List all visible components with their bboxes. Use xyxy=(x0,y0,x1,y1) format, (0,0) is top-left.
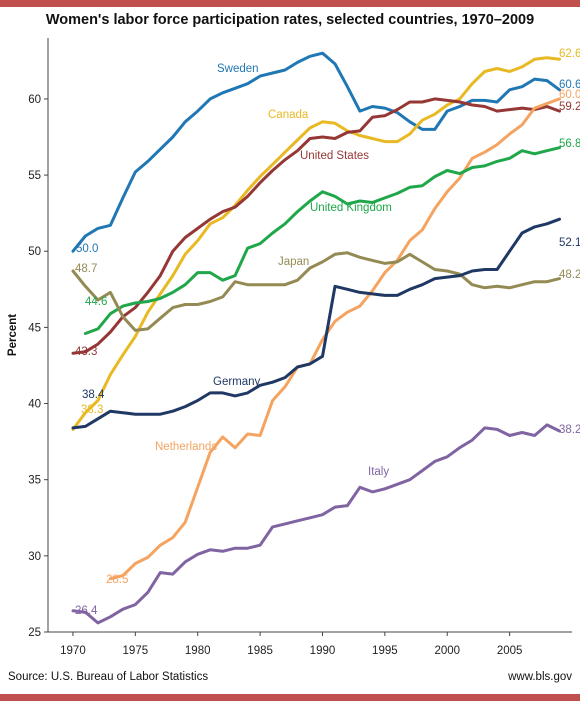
x-tick-label: 1980 xyxy=(185,645,211,657)
series-label-united-kingdom: United Kingdom xyxy=(310,202,392,214)
start-value-sweden: 50.0 xyxy=(76,243,98,255)
start-value-japan: 48.7 xyxy=(75,263,97,275)
series-label-italy: Italy xyxy=(368,466,389,478)
y-tick-label: 60 xyxy=(28,94,41,106)
end-value-sweden: 60.6 xyxy=(559,79,580,91)
series-label-japan: Japan xyxy=(278,256,309,268)
y-tick-label: 35 xyxy=(28,475,41,487)
start-value-united-states: 43.3 xyxy=(75,346,97,358)
y-tick-label: 30 xyxy=(28,551,41,563)
series-line-united-states xyxy=(71,97,561,355)
x-tick-label: 1985 xyxy=(247,645,273,657)
x-tick-label: 1970 xyxy=(60,645,86,657)
y-tick-label: 40 xyxy=(28,399,41,411)
y-axis-label: Percent xyxy=(7,314,19,356)
start-value-united-kingdom: 44.6 xyxy=(85,296,107,308)
y-tick-label: 55 xyxy=(28,170,41,182)
series-line-italy xyxy=(71,423,561,625)
series-line-germany xyxy=(71,217,561,430)
series-line-netherlands xyxy=(108,97,561,581)
end-value-italy: 38.2 xyxy=(559,424,580,436)
series-label-germany: Germany xyxy=(213,376,261,388)
end-value-netherlands: 60.0 xyxy=(559,89,580,101)
x-tick-label: 2000 xyxy=(434,645,460,657)
series-label-united-states: United States xyxy=(300,150,369,162)
end-value-canada: 62.6 xyxy=(559,48,580,60)
top-accent-band xyxy=(0,0,580,7)
y-tick-label: 45 xyxy=(28,322,41,334)
end-value-japan: 48.2 xyxy=(559,269,580,281)
series-line-sweden xyxy=(71,51,561,253)
series-line-united-kingdom xyxy=(83,146,561,335)
x-tick-label: 1975 xyxy=(123,645,149,657)
y-tick-label: 25 xyxy=(28,627,41,639)
x-tick-label: 1990 xyxy=(310,645,336,657)
site-url: www.bls.gov xyxy=(508,671,572,683)
bottom-accent-band xyxy=(0,694,580,701)
chart-title: Women's labor force participation rates,… xyxy=(45,12,535,28)
series-label-canada: Canada xyxy=(268,109,309,121)
end-value-united-states: 59.2 xyxy=(559,101,580,113)
series-line-canada xyxy=(71,56,561,431)
series-label-netherlands: Netherlands xyxy=(155,441,217,453)
series-label-sweden: Sweden xyxy=(217,63,259,75)
start-value-germany: 38.4 xyxy=(82,389,105,401)
start-value-italy: 26.4 xyxy=(75,605,98,617)
start-value-netherlands: 28.5 xyxy=(106,574,128,586)
source-note: Source: U.S. Bureau of Labor Statistics xyxy=(8,671,209,683)
x-tick-label: 2005 xyxy=(497,645,523,657)
x-tick-label: 1995 xyxy=(372,645,398,657)
end-value-germany: 52.1 xyxy=(559,237,580,249)
y-tick-label: 50 xyxy=(28,246,41,258)
end-value-united-kingdom: 56.8 xyxy=(559,138,580,150)
start-value-canada: 38.3 xyxy=(81,404,103,416)
series-line-japan xyxy=(71,251,561,332)
